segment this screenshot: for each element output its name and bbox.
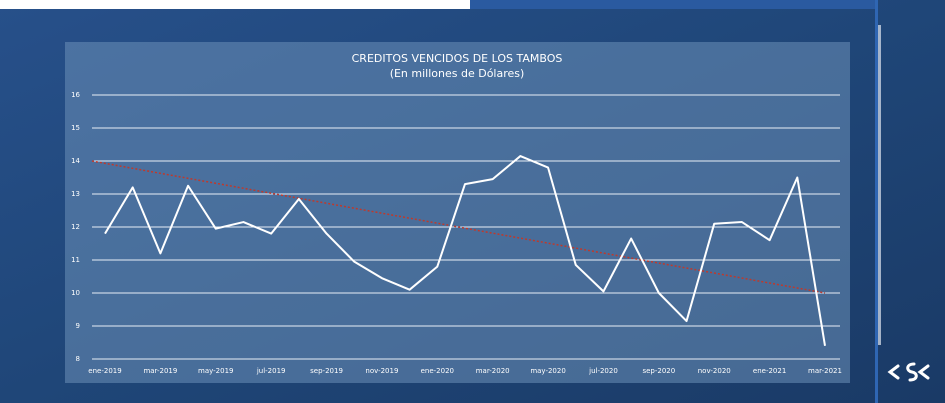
y-tick-label: 10 <box>71 289 80 297</box>
divider <box>875 0 878 403</box>
x-tick-label: may-2020 <box>530 367 565 375</box>
y-tick-label: 9 <box>76 322 80 330</box>
x-tick-label: jul-2020 <box>588 367 618 375</box>
x-tick-label: nov-2020 <box>698 367 731 375</box>
logo <box>887 362 930 382</box>
x-tick-label: mar-2019 <box>143 367 177 375</box>
chart-subtitle: (En millones de Dólares) <box>390 67 525 80</box>
chart-panel <box>65 42 850 383</box>
y-tick-label: 11 <box>71 256 80 264</box>
x-tick-label: mar-2020 <box>476 367 510 375</box>
x-tick-label: jul-2019 <box>256 367 286 375</box>
y-tick-label: 14 <box>71 157 80 165</box>
x-tick-label: sep-2019 <box>310 367 343 375</box>
x-tick-label: mar-2021 <box>808 367 842 375</box>
x-tick-label: nov-2019 <box>365 367 398 375</box>
x-tick-label: ene-2021 <box>753 367 786 375</box>
divider-light <box>878 25 881 345</box>
x-tick-label: sep-2020 <box>642 367 675 375</box>
y-tick-label: 15 <box>71 124 80 132</box>
y-tick-label: 12 <box>71 223 80 231</box>
trend-line <box>91 160 826 294</box>
y-tick-label: 13 <box>71 190 80 198</box>
y-tick-label: 16 <box>71 91 80 99</box>
chart-title: CREDITOS VENCIDOS DE LOS TAMBOS <box>352 52 563 65</box>
y-tick-label: 8 <box>76 355 80 363</box>
x-tick-label: ene-2020 <box>421 367 454 375</box>
data-line <box>104 155 826 346</box>
top-bar <box>0 0 470 9</box>
x-tick-label: may-2019 <box>198 367 233 375</box>
x-tick-label: ene-2019 <box>88 367 121 375</box>
top-band <box>470 0 875 9</box>
